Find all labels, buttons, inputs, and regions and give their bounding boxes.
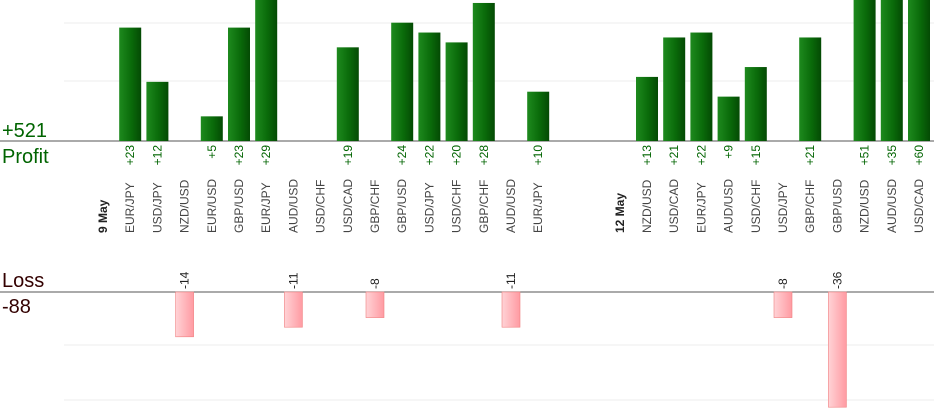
profit-data-label: +19 bbox=[341, 145, 355, 166]
category-label: NZD/USD bbox=[858, 179, 872, 233]
category-label: USD/JPY bbox=[422, 182, 436, 233]
profit-label: Profit bbox=[2, 146, 49, 168]
category-label: GBP/CHF bbox=[477, 180, 491, 233]
profit-data-label: +22 bbox=[694, 145, 708, 166]
category-label: EUR/JPY bbox=[531, 182, 545, 233]
profit-bar bbox=[744, 67, 767, 141]
profit-data-label: +12 bbox=[150, 145, 164, 166]
category-label: USD/JPY bbox=[776, 182, 790, 233]
profit-bar bbox=[636, 76, 658, 141]
profit-data-label: +9 bbox=[722, 145, 736, 159]
profit-bar bbox=[527, 91, 550, 141]
profit-bar bbox=[690, 32, 713, 141]
category-label: USD/CHF bbox=[450, 180, 464, 233]
category-label: GBP/USD bbox=[830, 179, 844, 233]
profit-bar bbox=[880, 0, 903, 142]
profit-data-label: +23 bbox=[123, 145, 137, 166]
profit-data-label: +21 bbox=[667, 145, 681, 166]
category-label: GBP/USD bbox=[232, 179, 246, 233]
loss-bar bbox=[773, 291, 793, 318]
profit-bar bbox=[255, 0, 278, 142]
profit-data-label: +13 bbox=[640, 145, 654, 166]
profit-bar bbox=[445, 42, 468, 141]
loss-data-label: -8 bbox=[368, 278, 382, 289]
category-label: AUD/USD bbox=[286, 179, 300, 233]
category-label: EUR/JPY bbox=[694, 182, 708, 233]
loss-data-label: -14 bbox=[178, 271, 192, 289]
profit-bar bbox=[663, 37, 686, 141]
profit-data-label: +10 bbox=[531, 145, 545, 166]
bars bbox=[119, 0, 930, 408]
labels: +23 +12 +5 +23 +29 +19 +24 +22 +20 +28 +10 +13 +21 +2… bbox=[96, 145, 926, 289]
category-label: AUD/USD bbox=[504, 179, 518, 233]
profit-data-label: +28 bbox=[477, 145, 491, 166]
loss-bar bbox=[365, 291, 385, 318]
loss-total: -88 bbox=[2, 296, 31, 318]
profit-bar bbox=[799, 37, 822, 141]
profit-bar bbox=[717, 96, 740, 141]
category-label: USD/CAD bbox=[341, 179, 355, 233]
loss-data-label: -11 bbox=[504, 272, 518, 289]
profit-data-label: +35 bbox=[885, 145, 899, 166]
loss-label: Loss bbox=[2, 270, 44, 292]
loss-data-label: -8 bbox=[776, 278, 790, 289]
profit-data-label: +22 bbox=[422, 145, 436, 166]
loss-data-label: -11 bbox=[286, 272, 300, 289]
category-label: AUD/USD bbox=[885, 179, 899, 233]
profit-total: +521 bbox=[2, 120, 47, 142]
category-label: GBP/CHF bbox=[368, 180, 382, 233]
profit-bar bbox=[146, 81, 169, 141]
profit-data-label: +21 bbox=[803, 145, 817, 166]
profit-data-label: +24 bbox=[395, 145, 409, 166]
profit-data-label: +15 bbox=[749, 145, 763, 166]
loss-bar bbox=[175, 291, 194, 338]
profit-bar bbox=[200, 116, 223, 141]
profit-data-label: +20 bbox=[450, 145, 464, 166]
category-label: USD/CAD bbox=[667, 179, 681, 233]
profit-bar bbox=[908, 0, 930, 141]
category-label: GBP/CHF bbox=[803, 180, 817, 233]
date-label: 12 May bbox=[613, 193, 627, 233]
profit-bar bbox=[391, 22, 414, 141]
loss-bar bbox=[501, 291, 521, 328]
category-label: USD/CHF bbox=[749, 180, 763, 233]
profit-data-label: +60 bbox=[912, 145, 926, 166]
profit-bar bbox=[119, 27, 142, 141]
category-label: NZD/USD bbox=[640, 179, 654, 233]
category-label: USD/CHF bbox=[314, 180, 328, 233]
profit-bar bbox=[472, 2, 495, 141]
date-label: 9 May bbox=[96, 199, 110, 233]
category-label: EUR/JPY bbox=[123, 182, 137, 233]
profit-bar bbox=[853, 0, 876, 141]
profit-data-label: +5 bbox=[205, 145, 219, 159]
loss-data-label: -36 bbox=[830, 271, 844, 289]
profit-data-label: +29 bbox=[259, 145, 273, 166]
category-label: EUR/JPY bbox=[259, 182, 273, 233]
category-label: EUR/USD bbox=[205, 179, 219, 233]
profit-bar bbox=[336, 47, 359, 141]
category-label: USD/JPY bbox=[150, 182, 164, 233]
category-label: NZD/USD bbox=[178, 179, 192, 233]
profit-data-label: +51 bbox=[858, 145, 872, 166]
profit-bar bbox=[228, 27, 250, 141]
category-label: GBP/USD bbox=[395, 179, 409, 233]
category-label: AUD/USD bbox=[722, 179, 736, 233]
profit-data-label: +23 bbox=[232, 145, 246, 166]
loss-bar bbox=[284, 291, 303, 328]
profit-bar bbox=[418, 32, 441, 141]
loss-bar bbox=[828, 291, 847, 408]
category-label: USD/CAD bbox=[912, 179, 926, 233]
